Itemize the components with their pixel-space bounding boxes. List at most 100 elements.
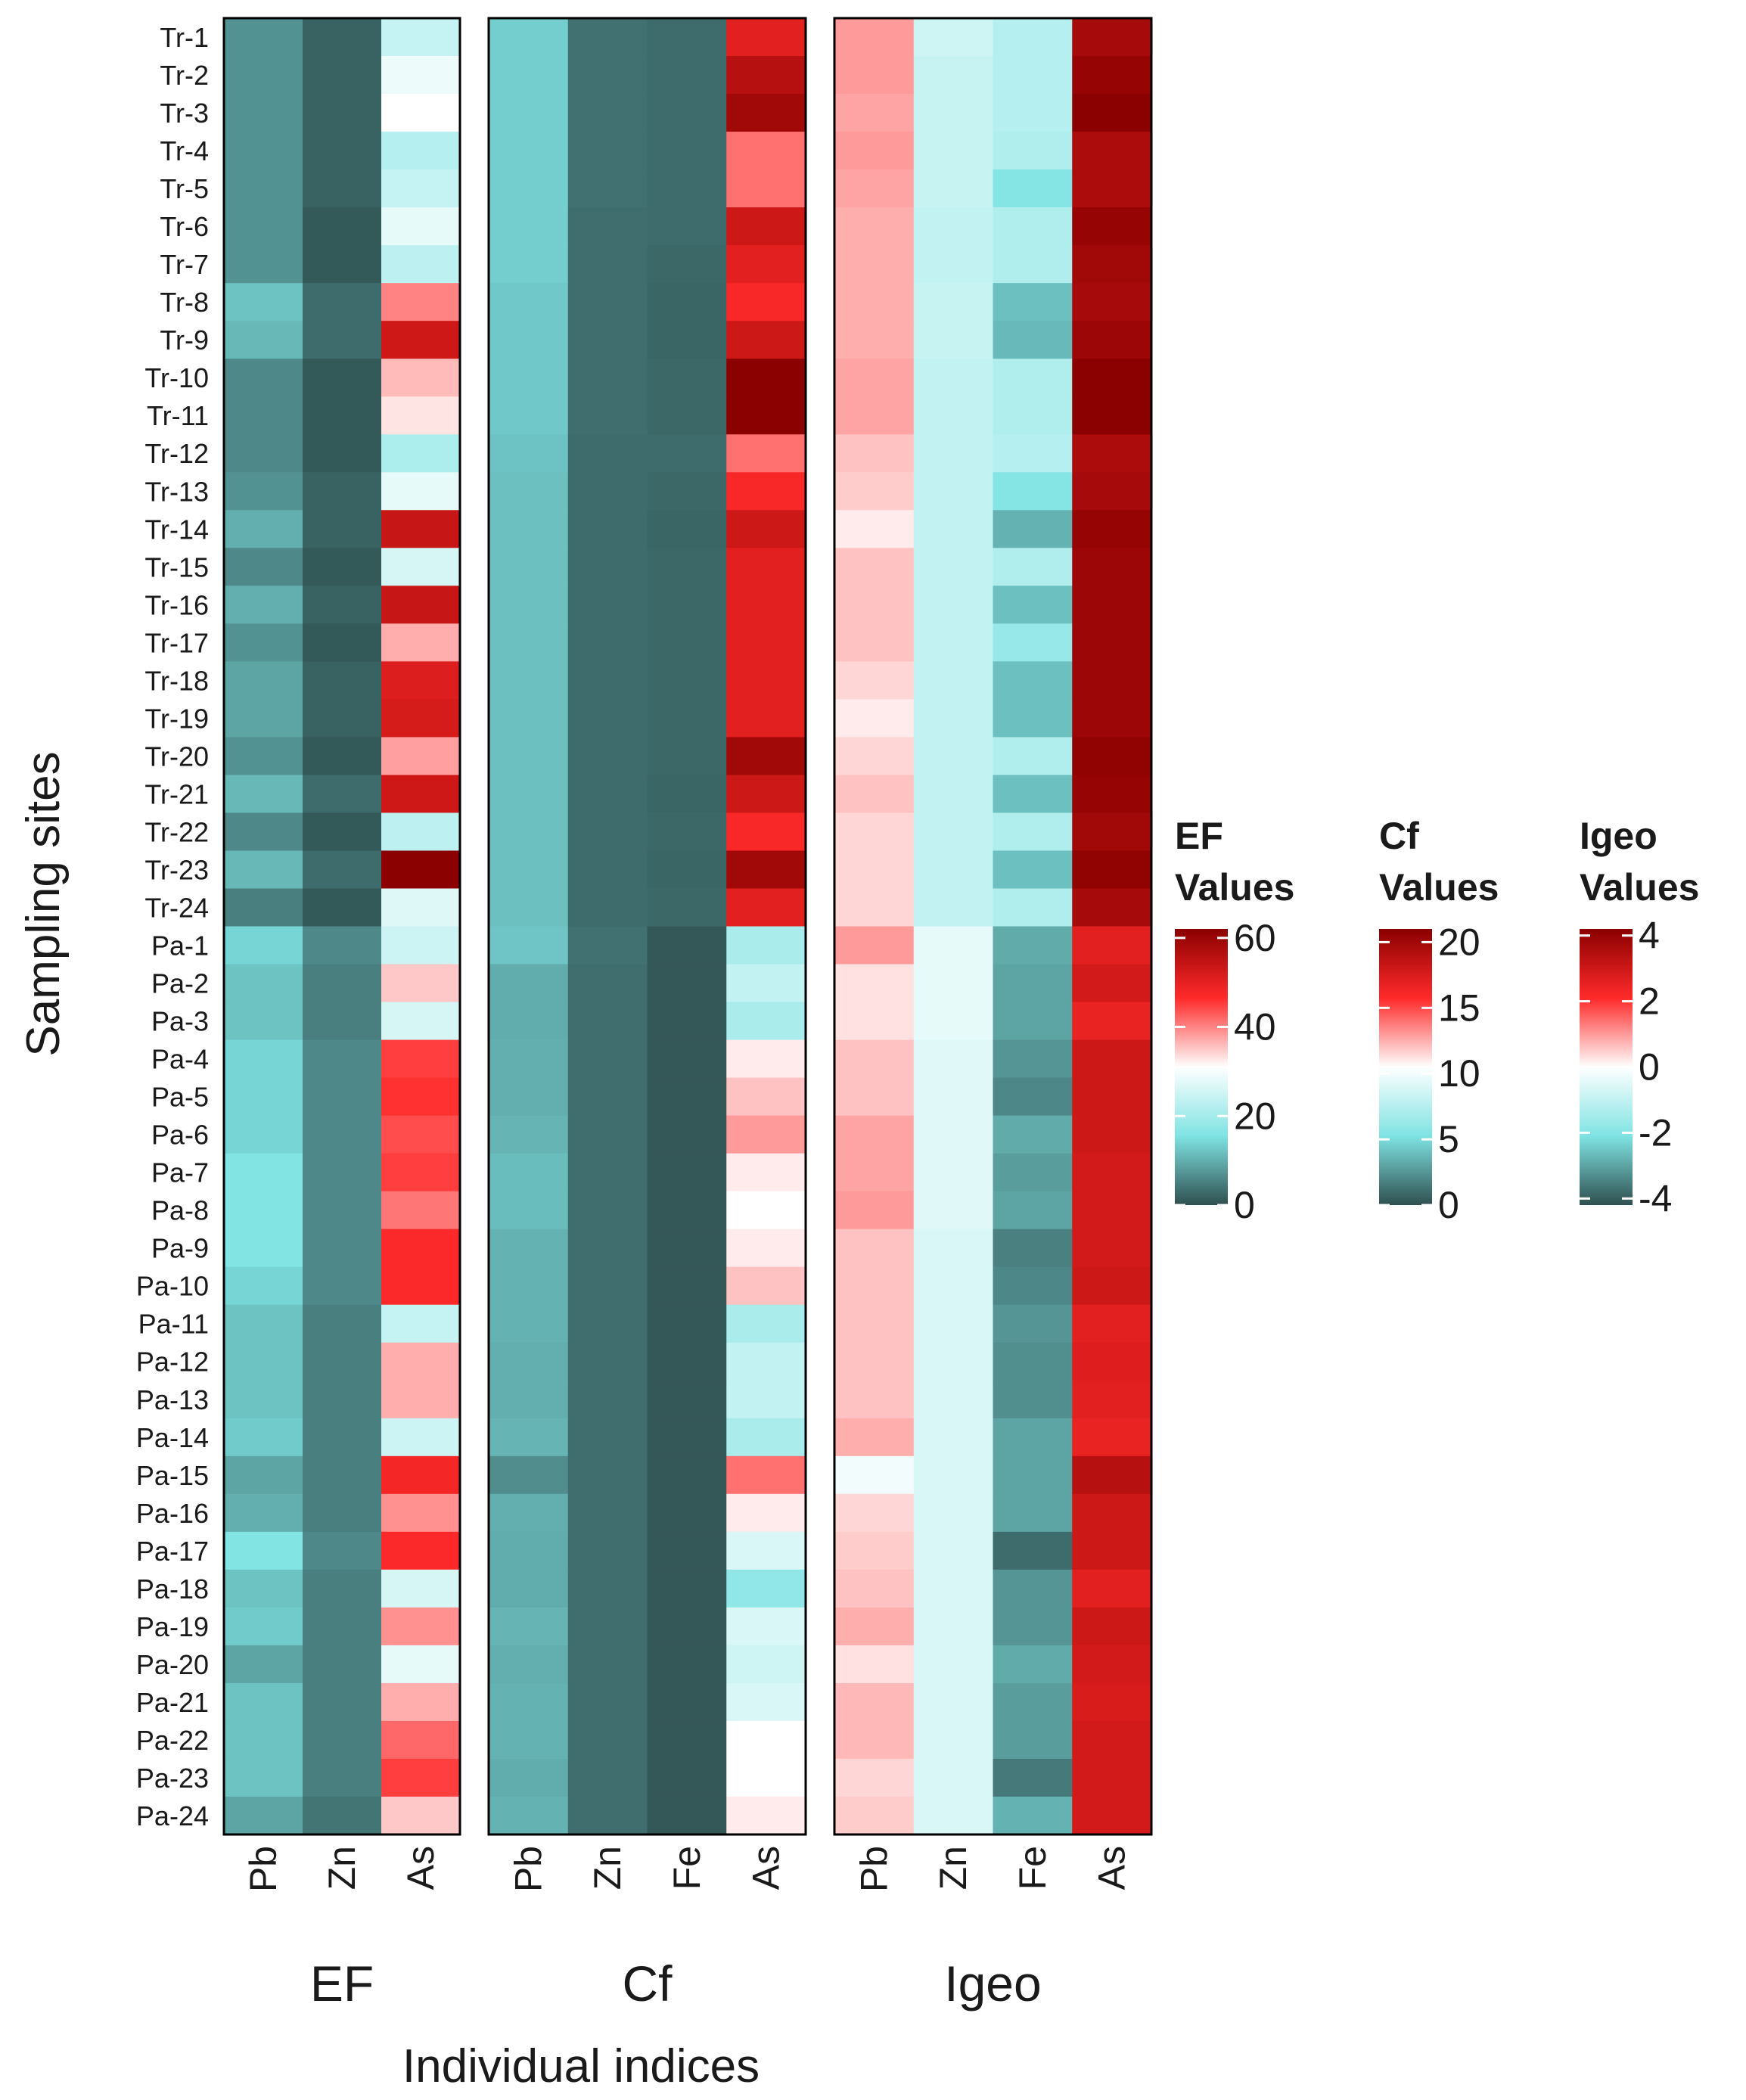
- heatmap-cell: [303, 510, 382, 548]
- heatmap-cell: [1072, 132, 1152, 170]
- column-label: Fe: [1011, 1846, 1054, 1890]
- heatmap-cell: [224, 434, 303, 473]
- heatmap-cell: [489, 1153, 569, 1192]
- heatmap-cell: [913, 1493, 994, 1533]
- heatmap-cell: [913, 321, 994, 359]
- heatmap-cell: [489, 1304, 569, 1344]
- legend-title: Values: [1379, 866, 1499, 909]
- heatmap-cell: [381, 1455, 461, 1495]
- heatmap-cell: [381, 661, 461, 700]
- row-label: Tr-18: [144, 665, 209, 696]
- heatmap-cell: [993, 586, 1073, 624]
- heatmap-cell: [913, 169, 994, 208]
- heatmap-cell: [303, 1077, 382, 1117]
- heatmap-cell: [726, 623, 806, 662]
- heatmap-cell: [567, 623, 648, 662]
- heatmap-cell: [489, 1380, 569, 1419]
- heatmap-cell: [224, 169, 303, 208]
- row-label: Pa-22: [136, 1725, 209, 1756]
- heatmap-cell: [224, 1380, 303, 1419]
- heatmap-cell: [726, 1569, 806, 1608]
- heatmap-cell: [913, 586, 994, 624]
- legend-title: Cf: [1379, 815, 1419, 857]
- heatmap-cell: [647, 775, 727, 814]
- heatmap-cell: [1072, 661, 1152, 700]
- heatmap-cell: [303, 888, 382, 927]
- heatmap-cell: [647, 623, 727, 662]
- heatmap-cell: [381, 888, 461, 927]
- heatmap-cell: [993, 1077, 1073, 1117]
- heatmap-cell: [993, 1191, 1073, 1230]
- heatmap-cell: [567, 1380, 648, 1419]
- heatmap-cell: [993, 1607, 1073, 1646]
- row-label: Pa-1: [151, 930, 209, 961]
- heatmap-cell: [726, 888, 806, 927]
- heatmap-cell: [224, 1191, 303, 1230]
- heatmap-cell: [647, 661, 727, 700]
- heatmap-cell: [726, 586, 806, 624]
- heatmap-cell: [647, 207, 727, 246]
- heatmap-cell: [647, 1796, 727, 1835]
- heatmap-cell: [224, 94, 303, 132]
- heatmap-cell: [303, 1607, 382, 1646]
- heatmap-cell: [726, 1607, 806, 1646]
- row-label: Pa-21: [136, 1687, 209, 1718]
- heatmap-cell: [726, 1720, 806, 1760]
- heatmap-cell: [224, 1682, 303, 1722]
- heatmap-cell: [489, 1002, 569, 1041]
- row-label: Tr-14: [144, 514, 209, 545]
- legend-cf: Cf Values 0 5 10 15 20: [1379, 815, 1499, 1226]
- heatmap-cell: [1072, 888, 1152, 927]
- heatmap-cell: [1072, 964, 1152, 1003]
- heatmap-cell: [489, 1796, 569, 1835]
- heatmap-cell: [726, 1342, 806, 1381]
- heatmap-cell: [303, 1720, 382, 1760]
- heatmap-cell: [993, 1418, 1073, 1457]
- heatmap-cell: [726, 396, 806, 435]
- heatmap-cell: [224, 1153, 303, 1192]
- heatmap-cell: [726, 359, 806, 397]
- heatmap-cell: [726, 1002, 806, 1041]
- heatmap-cell: [303, 207, 382, 246]
- heatmap-cell: [834, 812, 915, 852]
- heatmap-cell: [381, 1720, 461, 1760]
- heatmap-cell: [913, 1569, 994, 1608]
- heatmap-panels: Pb Zn As EF Pb Zn Fe As Cf Pb Zn Fe As Igeo: [222, 17, 1153, 2011]
- heatmap-cell: [489, 283, 569, 322]
- heatmap-cell: [993, 1304, 1073, 1344]
- heatmap-cell: [489, 207, 569, 246]
- heatmap-cell: [913, 1455, 994, 1495]
- heatmap-cell: [647, 245, 727, 284]
- heatmap-cell: [913, 1304, 994, 1344]
- heatmap-cell: [726, 926, 806, 965]
- heatmap-cell: [913, 1531, 994, 1570]
- row-label: Pa-3: [151, 1006, 209, 1037]
- heatmap-cell: [303, 548, 382, 586]
- x-axis-title: Individual indices: [402, 2040, 760, 2092]
- heatmap-cell: [224, 1758, 303, 1797]
- heatmap-cell: [1072, 1531, 1152, 1570]
- heatmap-cell: [647, 699, 727, 738]
- heatmap-cell: [993, 926, 1073, 965]
- heatmap-cell: [726, 964, 806, 1003]
- heatmap-cell: [1072, 396, 1152, 435]
- heatmap-cell: [993, 1266, 1073, 1306]
- heatmap-cell: [647, 1418, 727, 1457]
- heatmap-cell: [303, 132, 382, 170]
- heatmap-cell: [993, 1682, 1073, 1722]
- heatmap-cell: [381, 1002, 461, 1041]
- heatmap-cell: [913, 661, 994, 700]
- heatmap-cell: [567, 1645, 648, 1684]
- heatmap-cell: [726, 1645, 806, 1684]
- heatmap-cell: [993, 510, 1073, 548]
- column-label: Zn: [586, 1846, 629, 1890]
- heatmap-cell: [489, 94, 569, 132]
- heatmap-cell: [489, 1569, 569, 1608]
- heatmap-cell: [224, 850, 303, 890]
- row-label: Tr-4: [160, 135, 209, 166]
- heatmap-cell: [913, 1342, 994, 1381]
- heatmap-cell: [303, 850, 382, 890]
- heatmap-cell: [381, 1607, 461, 1646]
- row-label: Pa-24: [136, 1800, 209, 1831]
